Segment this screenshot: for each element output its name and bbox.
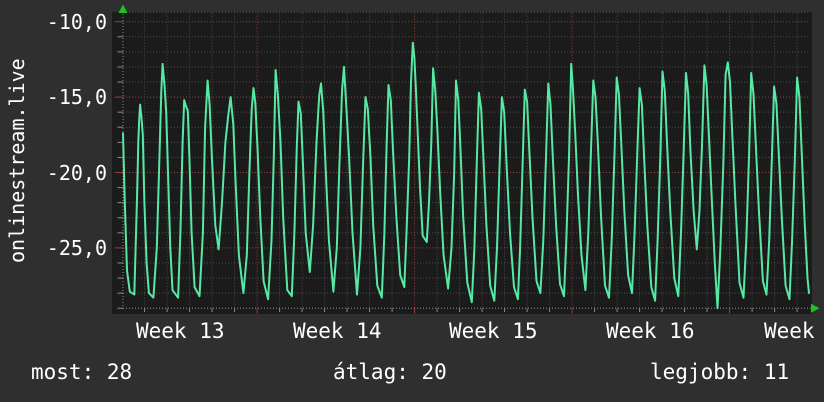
stat-legjobb: legjobb: 11: [650, 361, 789, 383]
stat-value: 11: [763, 360, 790, 384]
x-axis-label: Week 13: [136, 319, 225, 343]
stat-value: 28: [106, 360, 133, 384]
stat-label: most:: [31, 360, 95, 384]
x-axis-arrow-icon: [811, 303, 820, 313]
y-axis-label: -10,0: [46, 10, 107, 34]
y-axis-label: -25,0: [46, 236, 107, 260]
stat-label: legjobb:: [650, 360, 752, 384]
y-axis-label: -15,0: [46, 85, 107, 109]
x-axis-label: Week 14: [293, 319, 382, 343]
stat-value: 20: [421, 360, 447, 384]
x-axis-label: Week 15: [449, 319, 538, 343]
y-axis-label: -20,0: [46, 161, 107, 185]
y-axis-arrow-icon: [118, 4, 128, 13]
x-axis-label: Week 16: [606, 319, 695, 343]
stat-label: átlag:: [333, 360, 409, 384]
stat-atlag: átlag: 20: [333, 361, 447, 383]
x-axis-label: Week: [764, 319, 815, 343]
stat-most: most: 28: [31, 361, 132, 383]
